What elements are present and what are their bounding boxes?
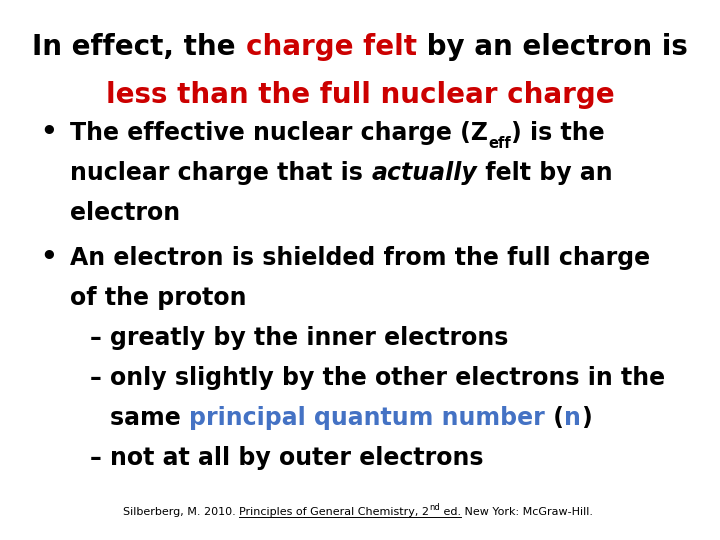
Text: (: ( [545,406,564,430]
Text: n: n [564,406,580,430]
Text: same: same [110,406,189,430]
Text: New York: McGraw-Hill.: New York: McGraw-Hill. [462,507,593,517]
Text: electron: electron [70,201,180,225]
Text: – not at all by outer electrons: – not at all by outer electrons [90,446,484,470]
Text: •: • [40,245,57,271]
Text: In effect, the: In effect, the [32,33,246,61]
Text: •: • [40,120,57,146]
Text: An electron is shielded from the full charge: An electron is shielded from the full ch… [70,246,650,270]
Text: Principles of General Chemistry, 2: Principles of General Chemistry, 2 [240,507,429,517]
Text: The effective nuclear charge (Z: The effective nuclear charge (Z [70,121,488,145]
Text: felt by an: felt by an [477,161,613,185]
Text: Silberberg, M. 2010.: Silberberg, M. 2010. [123,507,240,517]
Text: – greatly by the inner electrons: – greatly by the inner electrons [90,326,508,350]
Text: ): ) [580,406,591,430]
Text: nd: nd [429,503,440,512]
Text: less than the full nuclear charge: less than the full nuclear charge [106,81,614,109]
Text: – only slightly by the other electrons in the: – only slightly by the other electrons i… [90,366,665,390]
Text: ed.: ed. [440,507,462,517]
Text: actually: actually [371,161,477,185]
Text: of the proton: of the proton [70,286,246,310]
Text: principal quantum number: principal quantum number [189,406,545,430]
Text: charge felt: charge felt [246,33,417,61]
Text: nuclear charge that is: nuclear charge that is [70,161,371,185]
Text: eff: eff [488,136,510,151]
Text: by an electron is: by an electron is [417,33,688,61]
Text: ) is the: ) is the [510,121,604,145]
